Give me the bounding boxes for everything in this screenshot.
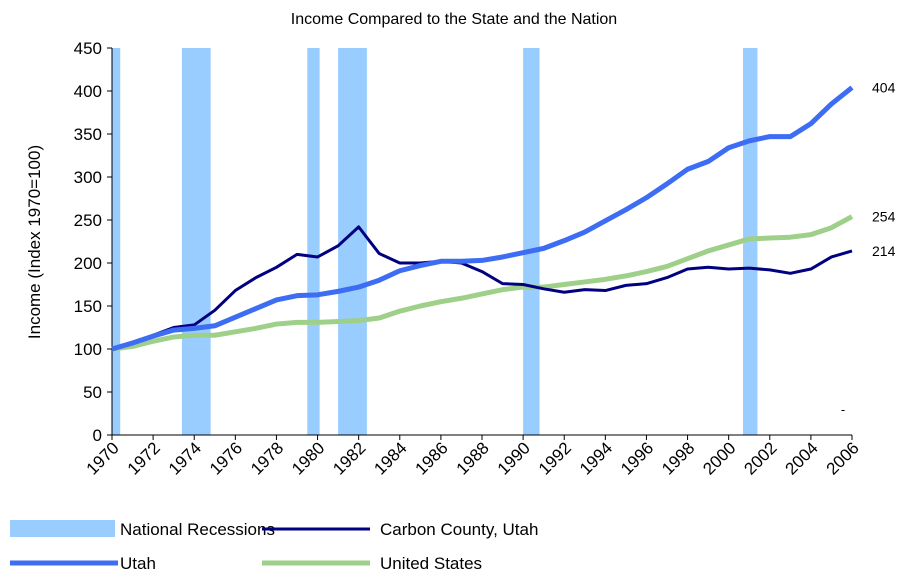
legend-label: Utah: [120, 554, 156, 573]
y-tick-label: 250: [74, 211, 102, 230]
x-tick-label: 1980: [288, 438, 328, 478]
y-tick-label: 450: [74, 39, 102, 58]
legend-label: National Recessions: [120, 520, 275, 539]
x-tick-label: 1984: [370, 438, 410, 478]
x-tick-label: 2004: [782, 438, 822, 478]
x-tick-label: 2006: [823, 438, 863, 478]
x-tick-label: 1974: [165, 438, 205, 478]
y-tick-label: 150: [74, 297, 102, 316]
legend-label: United States: [380, 554, 482, 573]
recession-band: [307, 48, 320, 435]
annotation: -: [841, 402, 845, 417]
recession-band: [112, 48, 121, 435]
chart-title: Income Compared to the State and the Nat…: [291, 11, 617, 28]
x-tick-label: 1978: [247, 438, 287, 478]
x-tick-label: 1994: [576, 438, 616, 478]
legend-swatch: [10, 520, 115, 537]
x-tick-label: 1982: [329, 438, 369, 478]
series-line: [111, 214, 854, 352]
recession-band: [743, 48, 758, 435]
y-axis-label: Income (Index 1970=100): [25, 145, 44, 339]
recession-band: [181, 48, 211, 435]
y-tick-label: 350: [74, 125, 102, 144]
x-tick-label: 1972: [124, 438, 164, 478]
series-line: [111, 225, 853, 351]
x-tick-label: 1988: [453, 438, 493, 478]
y-tick-label: 50: [83, 383, 102, 402]
end-label: 254: [872, 209, 896, 225]
x-tick-label: 1992: [535, 438, 575, 478]
end-label: 214: [872, 243, 896, 259]
x-tick-label: 1976: [206, 438, 246, 478]
x-tick-label: 1996: [617, 438, 657, 478]
y-tick-label: 300: [74, 168, 102, 187]
series-line: [111, 85, 854, 352]
x-tick-label: 1986: [412, 438, 452, 478]
x-tick-label: 1990: [494, 438, 534, 478]
y-tick-label: 200: [74, 254, 102, 273]
end-label: 404: [872, 80, 896, 96]
y-tick-label: 400: [74, 82, 102, 101]
x-tick-label: 1970: [83, 438, 123, 478]
x-tick-label: 2000: [699, 438, 739, 478]
y-tick-label: 0: [93, 426, 102, 445]
x-tick-label: 2002: [740, 438, 780, 478]
recession-band: [523, 48, 540, 435]
y-tick-label: 100: [74, 340, 102, 359]
legend-label: Carbon County, Utah: [380, 520, 538, 539]
x-tick-label: 1998: [658, 438, 698, 478]
